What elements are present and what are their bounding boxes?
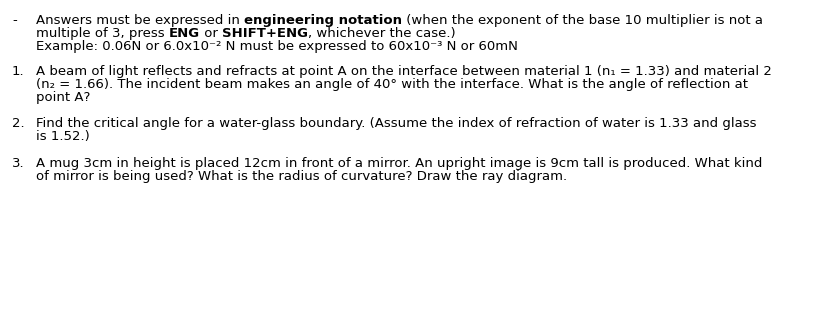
Text: point A?: point A? bbox=[36, 91, 91, 104]
Text: (n₂ = 1.66). The incident beam makes an angle of 40° with the interface. What is: (n₂ = 1.66). The incident beam makes an … bbox=[36, 78, 748, 91]
Text: A mug 3cm in height is placed 12cm in front of a mirror. An upright image is 9cm: A mug 3cm in height is placed 12cm in fr… bbox=[36, 157, 762, 170]
Text: 3.: 3. bbox=[12, 157, 25, 170]
Text: A beam of light reflects and refracts at point A on the interface between materi: A beam of light reflects and refracts at… bbox=[36, 65, 772, 78]
Text: 2.: 2. bbox=[12, 117, 25, 130]
Text: Find the critical angle for a water-glass boundary. (Assume the index of refract: Find the critical angle for a water-glas… bbox=[36, 117, 757, 130]
Text: is 1.52.): is 1.52.) bbox=[36, 130, 90, 143]
Text: of mirror is being used? What is the radius of curvature? Draw the ray diagram.: of mirror is being used? What is the rad… bbox=[36, 170, 567, 183]
Text: ENG: ENG bbox=[169, 27, 200, 40]
Text: Example: 0.06N or 6.0x10⁻² N must be expressed to 60x10⁻³ N or 60mN: Example: 0.06N or 6.0x10⁻² N must be exp… bbox=[36, 40, 518, 53]
Text: engineering notation: engineering notation bbox=[244, 14, 402, 27]
Text: SHIFT+ENG: SHIFT+ENG bbox=[222, 27, 308, 40]
Text: , whichever the case.): , whichever the case.) bbox=[308, 27, 455, 40]
Text: multiple of 3, press: multiple of 3, press bbox=[36, 27, 169, 40]
Text: (when the exponent of the base 10 multiplier is not a: (when the exponent of the base 10 multip… bbox=[402, 14, 763, 27]
Text: Answers must be expressed in: Answers must be expressed in bbox=[36, 14, 244, 27]
Text: 1.: 1. bbox=[12, 65, 25, 78]
Text: or: or bbox=[200, 27, 222, 40]
Text: -: - bbox=[12, 14, 16, 27]
